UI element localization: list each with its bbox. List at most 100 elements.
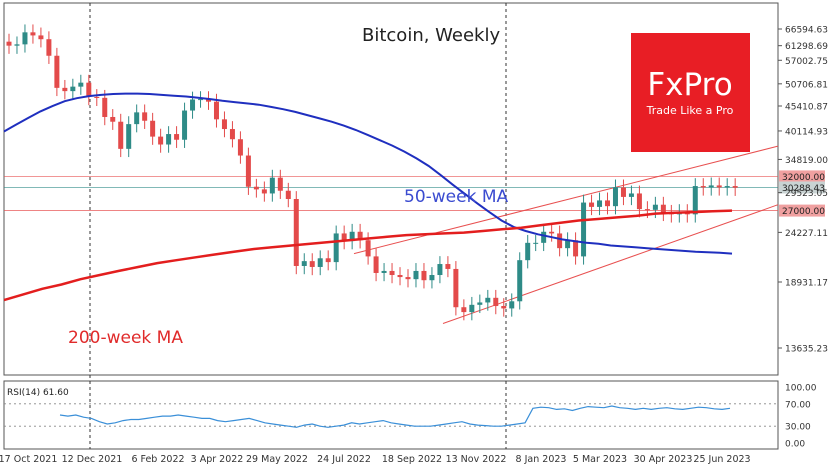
candle-body [581,202,587,257]
candle-body [660,204,666,213]
candle-body [493,297,499,307]
fxpro-logo: FxPro Trade Like a Pro [631,33,750,152]
candle-body [549,231,555,234]
candle-body [38,35,44,40]
candle-body [158,136,164,145]
candle-body [341,233,347,242]
candle-body [429,275,435,281]
candle-body [573,240,579,257]
candle-body [732,186,738,188]
y-tick-label: 13635.23 [785,345,828,355]
candle-body [692,186,698,215]
candle-body [357,231,363,241]
candle-body [54,55,60,88]
candle-body [190,99,196,111]
candle-body [245,155,251,187]
main-panel-frame [3,2,779,376]
candle-body [182,110,188,140]
candle-body [485,297,491,303]
candle-body [597,200,603,207]
candles [6,24,738,321]
candle-body [293,199,299,266]
x-tick-label: 5 Mar 2023 [573,454,627,465]
candle-body [325,258,331,263]
candle-body [198,99,204,101]
logo-tagline: Trade Like a Pro [646,104,734,117]
candle-body [134,112,140,125]
candle-body [541,231,547,243]
price-tag-label: 30288.43 [782,184,825,194]
x-tick-label: 13 Nov 2022 [446,454,507,465]
y-axis: 66594.63 61298.69 57002.75 50706.81 45410.87… [778,26,828,355]
channel-upper-line [353,145,779,255]
candle-body [469,304,475,313]
candle-body [229,129,235,140]
candle-body [628,193,634,197]
x-tick-label: 12 Dec 2021 [62,454,123,465]
candle-body [461,307,467,313]
chart-title: Bitcoin, Weekly [362,25,500,46]
y-tick-label: 57002.75 [785,57,828,67]
y-tick-label: 61298.69 [785,42,828,52]
candle-body [70,86,76,92]
candle-body [565,240,571,249]
rsi-panel: 100.00 70.00 30.00 0.00 RSI(14) 61.60 [4,384,817,450]
rsi-tick-label: 70.00 [785,400,811,410]
y-tick-label: 66594.63 [785,26,828,36]
candle-body [126,124,132,149]
candle-body [301,261,307,266]
x-tick-label: 30 Apr 2023 [634,454,693,465]
x-tick-label: 29 May 2022 [246,454,308,465]
rsi-panel-frame [3,380,779,450]
price-tag-label: 32000.00 [782,173,825,183]
candle-body [381,270,387,273]
candle-body [644,209,650,211]
moving-averages [3,92,733,302]
candle-body [533,242,539,244]
candle-body [612,187,618,207]
candle-body [206,99,211,102]
x-tick-label: 24 Jul 2022 [317,454,371,465]
x-tick-label: 18 Sep 2022 [382,454,442,465]
candle-body [142,112,148,121]
candle-body [86,82,92,97]
price-channel [353,145,779,324]
candle-body [166,134,172,145]
rsi-label: RSI(14) 61.60 [7,388,69,398]
candle-body [309,261,315,267]
ma200-label: 200-week MA [68,328,183,348]
candle-body [605,200,610,207]
candle-body [6,41,12,46]
candle-body [78,82,84,87]
candle-body [365,240,371,257]
candle-body [46,39,52,56]
y-tick-label: 34819.00 [785,156,828,166]
price-tag-label: 27000.00 [782,207,825,217]
candle-body [285,190,291,200]
candle-body [557,233,563,249]
rsi-tick-label: 30.00 [785,423,811,433]
candle-body [389,270,395,276]
candle-body [373,256,379,273]
candle-body [14,44,20,46]
x-tick-label: 25 Jun 2023 [693,454,750,465]
candle-body [349,231,355,242]
candle-body [652,204,658,210]
candle-body [261,189,267,194]
ma50-label: 50-week MA [404,187,509,207]
price-tag-box [779,170,825,183]
candle-body [477,302,483,305]
candle-body [269,177,275,194]
candle-body [421,270,427,281]
candle-body [30,32,36,36]
logo-brand: FxPro [647,67,732,103]
candle-body [118,121,124,149]
candle-body [22,32,28,45]
channel-lower-line [442,204,779,324]
grid [89,3,507,449]
rsi-tick-label: 100.00 [785,384,817,394]
candle-body [716,185,722,188]
candle-body [94,96,100,98]
